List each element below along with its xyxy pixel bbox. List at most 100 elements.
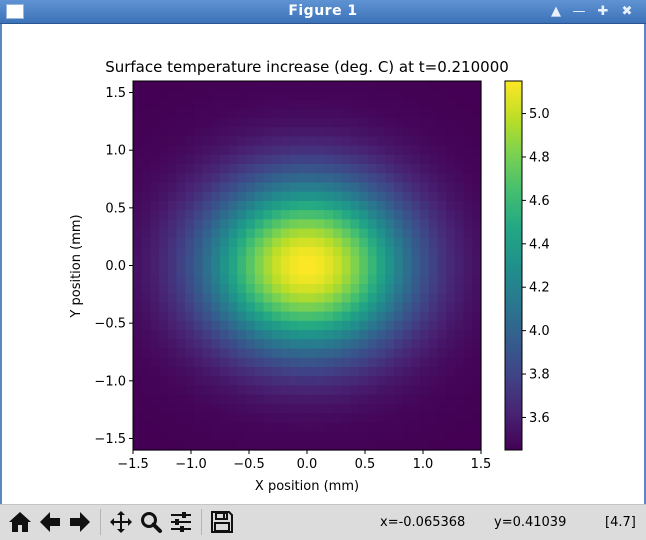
forward-button[interactable]	[66, 508, 93, 536]
heatmap-cell	[315, 422, 325, 433]
heatmap-cell	[289, 302, 299, 313]
heatmap-cell	[176, 339, 186, 350]
heatmap-cell	[289, 154, 299, 165]
restore-icon[interactable]: —	[572, 4, 586, 19]
heatmap-cell	[228, 311, 238, 322]
heatmap-cell	[150, 127, 160, 137]
heatmap-cell	[463, 422, 473, 433]
home-button[interactable]	[6, 508, 33, 536]
heatmap-cell	[150, 376, 160, 387]
heatmap-cell	[394, 127, 404, 137]
minimize-icon[interactable]: ▲	[551, 4, 561, 19]
heatmap-cell	[246, 136, 256, 147]
heatmap-cell	[350, 311, 360, 322]
heatmap-cell	[246, 320, 256, 331]
heatmap-cell	[254, 348, 265, 359]
heatmap-cell	[167, 182, 178, 193]
heatmap-cell	[446, 99, 456, 110]
heatmap-cell	[411, 283, 421, 294]
heatmap-cell	[350, 274, 360, 285]
heatmap-cell	[141, 117, 151, 128]
heatmap-cell	[428, 237, 439, 248]
heatmap-cell	[350, 366, 360, 377]
heatmap-cell	[254, 403, 265, 414]
heatmap-cell	[359, 99, 369, 110]
y-tick-label: −1.0	[94, 374, 126, 389]
zoom-button[interactable]	[137, 508, 164, 536]
heatmap-cell	[463, 265, 473, 276]
heatmap-cell	[150, 431, 160, 442]
heatmap-cell	[367, 182, 378, 193]
heatmap-cell	[367, 440, 378, 451]
heatmap-cell	[176, 173, 186, 184]
heatmap-cell	[228, 320, 238, 331]
heatmap-cell	[150, 99, 160, 110]
heatmap-cell	[167, 265, 178, 276]
heatmap-cell	[298, 366, 308, 377]
heatmap-cell	[237, 256, 247, 267]
heatmap-cell	[193, 274, 204, 285]
heatmap-cell	[454, 311, 465, 322]
heatmap-cell	[376, 265, 386, 276]
heatmap-cell	[420, 210, 430, 220]
heatmap-cell	[359, 440, 369, 451]
heatmap-cell	[376, 191, 386, 202]
subplots-button[interactable]	[167, 508, 194, 536]
heatmap-cell	[150, 117, 160, 128]
pan-button[interactable]	[107, 508, 134, 536]
heatmap-cell	[385, 182, 395, 193]
save-button[interactable]	[208, 508, 235, 536]
heatmap-cell	[472, 274, 482, 285]
heatmap-cell	[472, 99, 482, 110]
heatmap-cell	[333, 431, 343, 442]
back-button[interactable]	[36, 508, 63, 536]
heatmap-cell	[437, 311, 447, 322]
figure-plot: Surface temperature increase (deg. C) at…	[69, 58, 550, 494]
heatmap-cell	[246, 210, 256, 220]
heatmap-cell	[133, 247, 143, 257]
y-axis-label: Y position (mm)	[69, 214, 84, 318]
heatmap-cell	[463, 108, 473, 119]
heatmap-cell	[324, 210, 334, 220]
heatmap-cell	[211, 210, 221, 220]
heatmap-cell	[428, 413, 439, 423]
heatmap-cell	[454, 154, 465, 165]
heatmap-cell	[133, 431, 143, 442]
heatmap-cell	[237, 357, 247, 368]
heatmap-cell	[202, 403, 212, 414]
colorbar-tick-label: 4.8	[529, 150, 550, 165]
heatmap-cell	[402, 422, 412, 433]
heatmap-cell	[463, 117, 473, 128]
heatmap-cell	[463, 302, 473, 313]
heatmap-cell	[141, 191, 151, 202]
heatmap-cell	[133, 385, 143, 396]
heatmap-cell	[211, 422, 221, 433]
x-tick-label: 1.0	[413, 457, 434, 472]
heatmap-cell	[472, 339, 482, 350]
heatmap-cell	[359, 145, 369, 156]
heatmap-cell	[420, 237, 430, 248]
y-tick-label: 1.5	[105, 86, 126, 101]
close-icon[interactable]: ✖	[621, 4, 633, 19]
heatmap-cell	[246, 311, 256, 322]
heatmap-cell	[211, 173, 221, 184]
heatmap-cell	[428, 191, 439, 202]
heatmap-cell	[428, 219, 439, 230]
heatmap-cell	[402, 127, 412, 137]
heatmap-cell	[341, 283, 352, 294]
heatmap-cell	[402, 237, 412, 248]
maximize-icon[interactable]: ✚	[597, 4, 609, 19]
heatmap-cell	[289, 422, 299, 433]
heatmap-cell	[454, 145, 465, 156]
heatmap-cell	[133, 265, 143, 276]
heatmap-cell	[324, 422, 334, 433]
heatmap-cell	[324, 154, 334, 165]
app-icon[interactable]	[6, 4, 24, 19]
window-titlebar[interactable]: Figure 1 ▲ — ✚ ✖	[0, 0, 646, 24]
heatmap-cell	[193, 403, 204, 414]
heatmap-cell	[437, 219, 447, 230]
heatmap-cell	[280, 108, 291, 119]
heatmap-cell	[220, 210, 230, 220]
heatmap-cell	[446, 90, 456, 101]
heatmap-cell	[437, 127, 447, 137]
